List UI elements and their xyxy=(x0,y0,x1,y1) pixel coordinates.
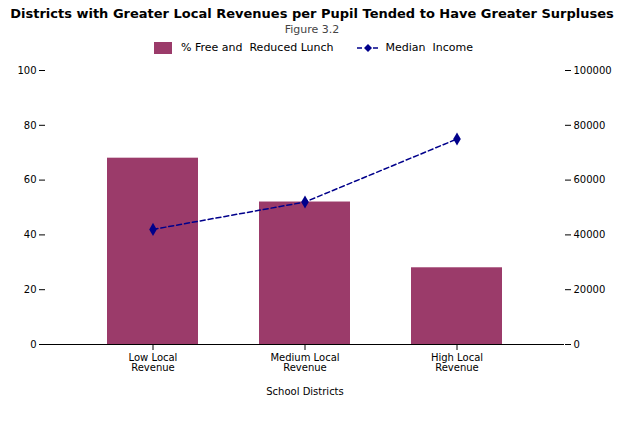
svg-text:0: 0 xyxy=(574,339,580,350)
svg-text:100000: 100000 xyxy=(574,65,612,76)
svg-text:40000: 40000 xyxy=(574,229,606,240)
svg-text:0: 0 xyxy=(30,339,36,350)
svg-text:60: 60 xyxy=(24,174,37,185)
html-text:% Free and Reduced Lunch: % Free and Reduced Lunch xyxy=(181,41,334,54)
html-text:Districts with Greater Local R: Districts with Greater Local Revenues pe… xyxy=(10,6,614,21)
svg-text:High LocalRevenue: High LocalRevenue xyxy=(431,352,483,373)
svg-text:100: 100 xyxy=(17,65,36,76)
svg-text:60000: 60000 xyxy=(574,174,606,185)
svg-text:40: 40 xyxy=(24,229,37,240)
svg-text:Low LocalRevenue: Low LocalRevenue xyxy=(129,352,178,373)
html-text:Median Income: Median Income xyxy=(385,41,473,54)
svg-text:80000: 80000 xyxy=(574,120,606,131)
svg-text:80: 80 xyxy=(24,120,37,131)
html-text:Figure 3.2: Figure 3.2 xyxy=(284,23,340,36)
svg-text:20000: 20000 xyxy=(574,284,606,295)
svg-text:Medium LocalRevenue: Medium LocalRevenue xyxy=(270,352,339,373)
svg-text:20: 20 xyxy=(24,284,37,295)
svg-text:School Districts: School Districts xyxy=(266,386,344,397)
